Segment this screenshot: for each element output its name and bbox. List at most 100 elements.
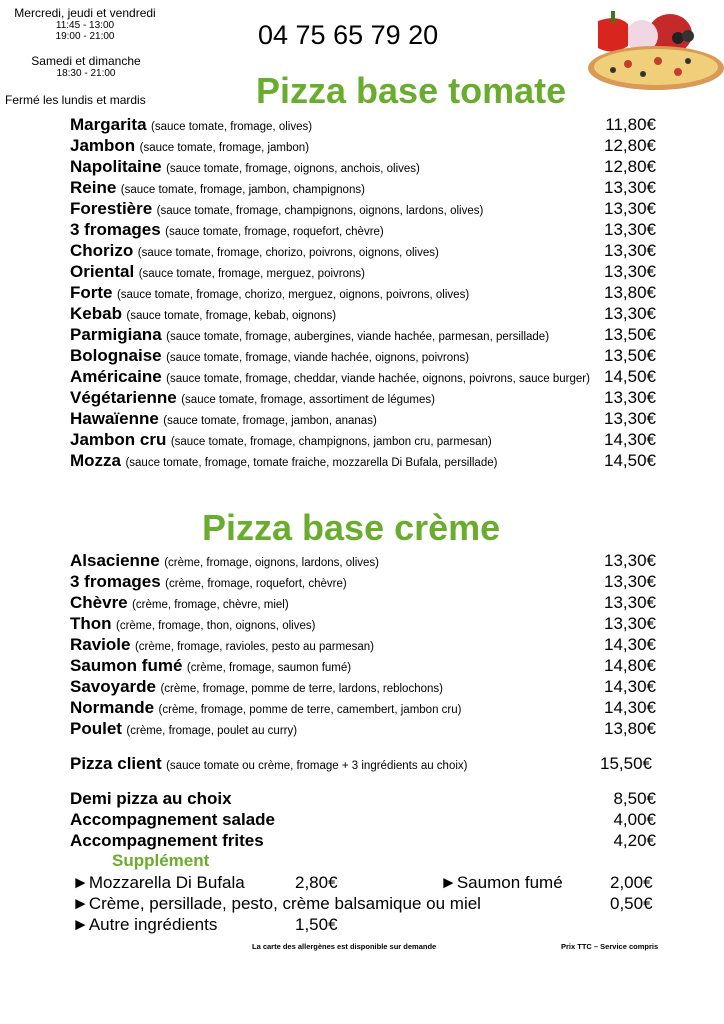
item-name: Accompagnement frites [70,831,264,850]
weekend-hours: Samedi et dimanche 18:30 - 21:00 [0,54,172,80]
item-description: (crème, fromage, chèvre, miel) [132,599,289,611]
item-price: 14,50€ [604,367,656,386]
menu-item: Kebab (sauce tomate, fromage, kebab, oig… [70,303,656,324]
item-description: (sauce tomate, fromage, tomate fraiche, … [125,457,498,469]
pizza-illustration [588,11,724,90]
item-price: 13,30€ [604,178,656,197]
menu-item: Forestière (sauce tomate, fromage, champ… [70,198,656,219]
item-description: (sauce tomate, fromage, champignons, oig… [156,205,484,217]
supplement-creme: ►Crème, persillade, pesto, crème balsami… [72,893,481,914]
item-name: Autre ingrédients [88,915,218,934]
item-price: 2,80€ [295,873,338,892]
menu-item: Bolognaise (sauce tomate, fromage, viand… [70,345,656,366]
item-description: (crème, fromage, oignons, lardons, olive… [164,557,379,569]
cream-pizza-list: Alsacienne (crème, fromage, oignons, lar… [70,550,656,739]
item-price: 13,30€ [604,388,656,407]
bullet-icon: ► [72,894,89,913]
item-description: (sauce tomate, fromage, viande hachée, o… [166,352,470,364]
item-price: 13,30€ [604,614,656,633]
item-name: Margarita [70,115,147,134]
menu-item: Jambon (sauce tomate, fromage, jambon) 12… [70,135,656,156]
item-price: 13,30€ [604,409,656,428]
menu-item: Poulet (crème, fromage, poulet au curry)… [70,718,656,739]
phone-number: 04 75 65 79 20 [258,20,439,50]
item-price: 13,30€ [604,304,656,323]
item-name: Jambon cru [70,430,167,449]
menu-item: 3 fromages (crème, fromage, roquefort, c… [70,571,656,592]
weekday-lunch-hours: 11:45 - 13:00 [55,20,115,31]
item-name: Jambon [70,136,136,155]
item-description: (sauce tomate ou crème, fromage + 3 ingr… [166,760,468,772]
bullet-icon: ► [440,873,457,892]
menu-item: Chorizo (sauce tomate, fromage, chorizo,… [70,240,656,261]
menu-item: Accompagnement frites 4,20€ [70,830,656,851]
item-name: Reine [70,178,117,197]
item-price: 13,30€ [604,551,656,570]
item-price: 14,50€ [604,451,656,470]
item-price: 12,80€ [604,157,656,176]
item-name: Alsacienne [70,551,160,570]
item-description: (sauce tomate, fromage, oignons, anchois… [166,163,420,175]
item-name: Végétarienne [70,388,177,407]
item-price: 13,30€ [604,241,656,260]
item-price: 13,80€ [604,719,656,738]
supplement-title: Supplément [112,851,210,870]
menu-item: Américaine (sauce tomate, fromage, chedd… [70,366,656,387]
item-name: Mozzarella Di Bufala [88,873,245,892]
item-name: Saumon fumé [70,656,183,675]
menu-item: Savoyarde (crème, fromage, pomme de terr… [70,676,656,697]
item-description: (sauce tomate, fromage, champignons, jam… [170,436,492,448]
item-name: Savoyarde [70,677,156,696]
menu-item: Reine (sauce tomate, fromage, jambon, ch… [70,177,656,198]
item-description: (sauce tomate, fromage, jambon) [139,142,310,154]
item-name: Parmigiana [70,325,162,344]
item-name: Bolognaise [70,346,162,365]
weekday-hours: Mercredi, jeudi et vendredi 11:45 - 13:0… [0,7,170,43]
menu-item: Oriental (sauce tomate, fromage, merguez… [70,261,656,282]
item-name: Kebab [70,304,122,323]
item-description: (crème, fromage, thon, oignons, olives) [116,620,316,632]
item-name: Crème, persillade, pesto, crème balsamiq… [88,894,481,913]
menu-item: Forte (sauce tomate, fromage, chorizo, m… [70,282,656,303]
allergen-note: La carte des allergènes est disponible s… [252,942,437,951]
price-note: Prix TTC – Service compris [561,942,659,951]
item-description: (sauce tomate, fromage, merguez, poivron… [138,268,365,280]
bullet-icon: ► [72,915,89,934]
menu-item: Chèvre (crème, fromage, chèvre, miel) 13,… [70,592,656,613]
item-description: (crème, fromage, pomme de terre, camembe… [158,704,462,716]
weekend-dinner-hours: 18:30 - 21:00 [56,68,116,79]
item-name: Mozza [70,451,121,470]
item-price: 13,80€ [604,283,656,302]
item-name: Oriental [70,262,135,281]
item-name: Normande [70,698,155,717]
tomato-section-title: Pizza base tomate [256,70,567,111]
item-name: 3 fromages [70,220,161,239]
menu-item: Thon (crème, fromage, thon, oignons, oli… [70,613,656,634]
menu-item: Raviole (crème, fromage, ravioles, pesto… [70,634,656,655]
item-name: Chèvre [70,593,128,612]
item-price: 13,50€ [604,346,656,365]
item-name: Saumon fumé [456,873,563,892]
menu-item: 3 fromages (sauce tomate, fromage, roque… [70,219,656,240]
closed-days: Fermé les lundis et mardis [5,93,146,107]
item-description: (sauce tomate, fromage, roquefort, chèvr… [165,226,384,238]
item-price: 14,30€ [604,635,656,654]
item-description: (sauce tomate, fromage, cheddar, viande … [166,373,590,385]
item-price: 8,50€ [613,789,656,808]
weekend-label: Samedi et dimanche [31,54,141,68]
item-price: 0,50€ [610,894,653,913]
item-name: Chorizo [70,241,134,260]
menu-item: Jambon cru (sauce tomate, fromage, champ… [70,429,656,450]
item-price: 11,80€ [605,115,656,134]
item-name: Thon [70,614,112,633]
item-description: (sauce tomate, fromage, olives) [150,121,313,133]
item-description: (crème, fromage, roquefort, chèvre) [165,578,347,590]
item-price: 13,50€ [604,325,656,344]
weekday-dinner-hours: 19:00 - 21:00 [55,31,115,42]
supplement-autre: ►Autre ingrédients [72,914,217,935]
item-description: (sauce tomate, fromage, jambon, ananas) [163,415,377,427]
menu-item: Mozza (sauce tomate, fromage, tomate fra… [70,450,656,471]
item-price: 1,50€ [295,915,338,934]
item-name: Forestière [70,199,153,218]
